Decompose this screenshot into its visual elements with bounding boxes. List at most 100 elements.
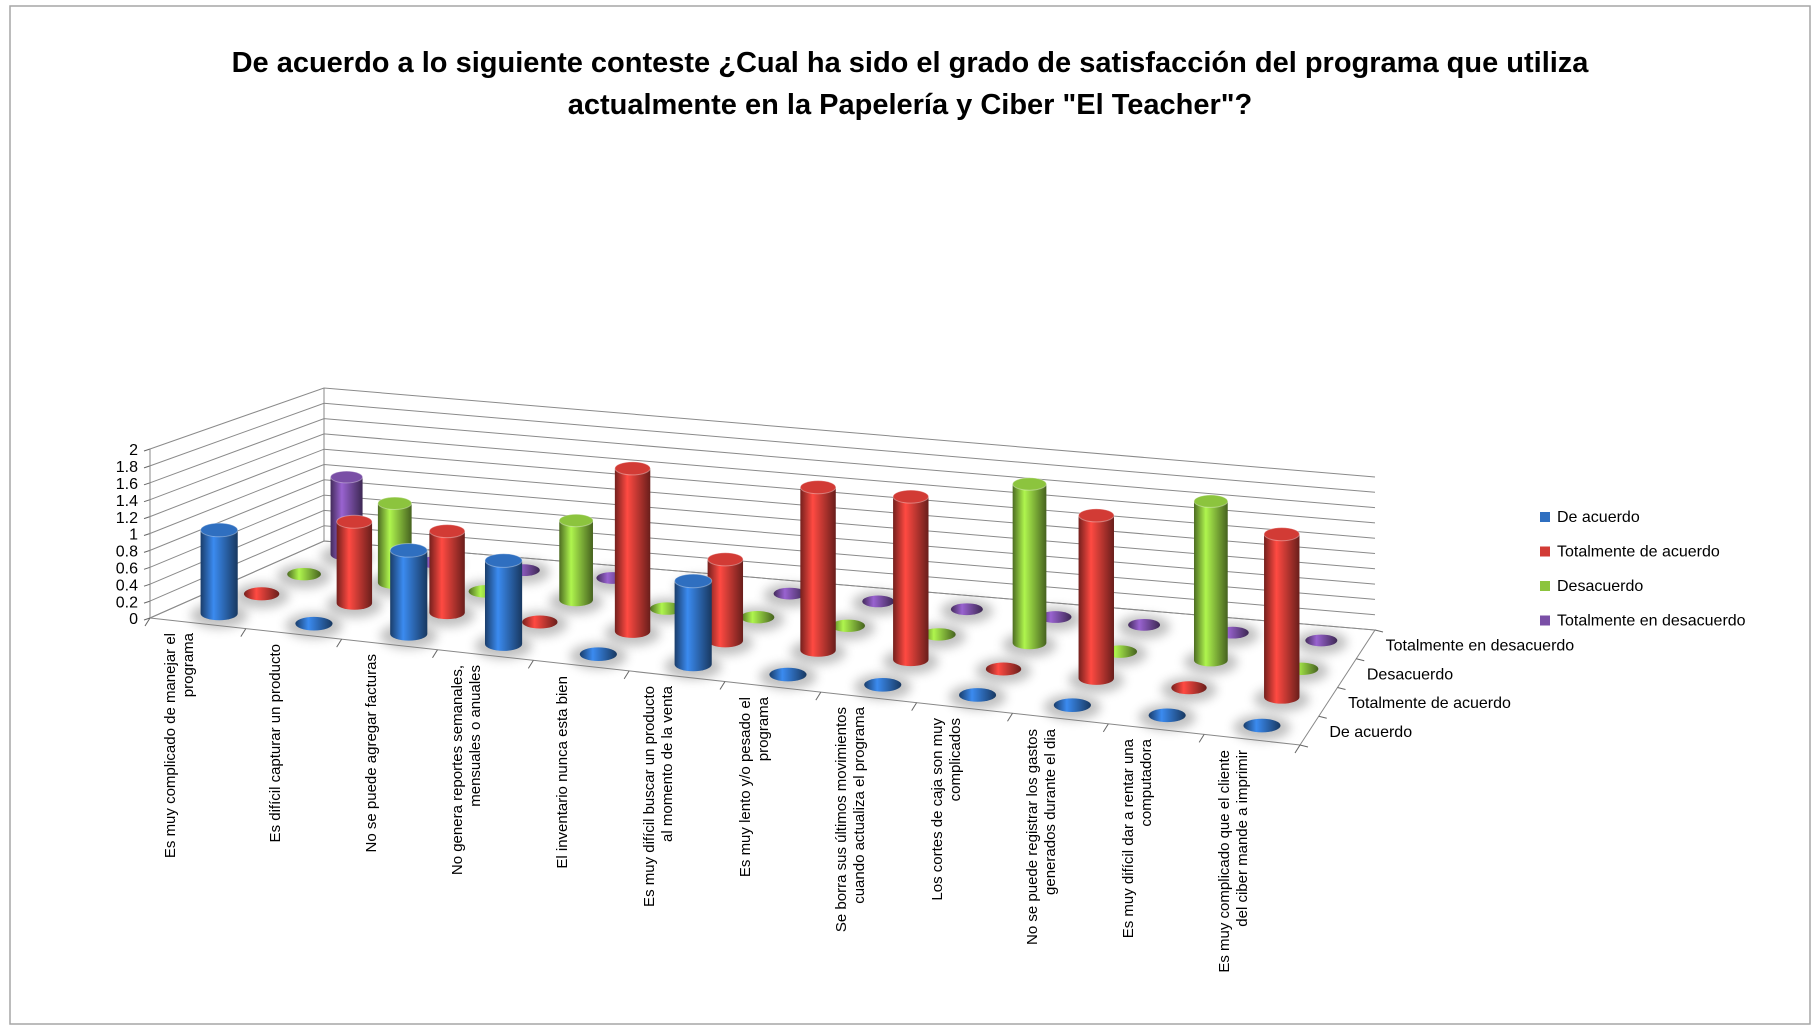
x-tick (623, 670, 630, 680)
y-tick-label: 2 (129, 442, 138, 459)
tick-mark (143, 566, 151, 570)
bar (277, 563, 331, 589)
bar-disc (769, 667, 807, 682)
bar (854, 673, 912, 700)
bar-body (1264, 534, 1300, 704)
x-tick (719, 681, 726, 690)
bar (1043, 694, 1101, 720)
bar-body (559, 520, 593, 607)
z-tick (1356, 658, 1365, 662)
bar-disc (921, 628, 956, 641)
bar-top (389, 543, 428, 558)
bar-disc (243, 587, 280, 601)
bar-top (428, 524, 466, 539)
z-tick (1337, 687, 1346, 690)
legend-swatch (1540, 546, 1550, 557)
bar-disc (295, 616, 333, 631)
bar (380, 543, 438, 649)
z-tick (1299, 744, 1309, 748)
bar-disc (985, 662, 1022, 676)
x-tick (432, 649, 438, 659)
legend-swatch (1540, 581, 1550, 591)
bar (1161, 677, 1217, 703)
bar (940, 599, 993, 624)
bar-top (1078, 508, 1115, 523)
bar (604, 461, 661, 646)
legend-label: Totalmente en desacuerdo (1557, 613, 1746, 630)
bar (285, 612, 343, 639)
bar (975, 658, 1032, 684)
bar (419, 524, 475, 628)
x-tick (1198, 734, 1205, 743)
bar-top (1012, 477, 1047, 491)
z-tick (1374, 629, 1384, 633)
x-tick-label: Es muy difícil buscar un producto al mom… (641, 686, 677, 908)
tick-mark (143, 516, 151, 520)
bar-disc (579, 647, 617, 662)
bar-disc (773, 587, 806, 600)
x-tick-label: No se puede agregar facturas (362, 654, 380, 853)
x-tick (144, 617, 151, 627)
tick-mark (143, 482, 151, 486)
x-tick (911, 702, 918, 711)
bar-body (707, 559, 744, 648)
y-tick-label: 1 (129, 527, 138, 544)
bar-body (674, 580, 712, 672)
bar-top (614, 461, 651, 476)
bar (1002, 477, 1057, 658)
x-tick-label: Se borra sus últimos movimientos cuando … (832, 707, 868, 933)
x-tick (815, 691, 822, 701)
legend-label: Desacuerdo (1557, 578, 1643, 595)
bar-disc (862, 595, 895, 608)
bar-disc (1243, 718, 1281, 733)
bar-body (336, 521, 373, 610)
legend-swatch (1540, 512, 1550, 522)
y-tick-label: 0.2 (116, 594, 138, 611)
x-tick-label: No genera reportes semanales, mensuales … (449, 665, 485, 876)
bar-top (200, 522, 239, 538)
bar (1295, 630, 1348, 655)
bar (759, 663, 817, 690)
bar (948, 684, 1007, 710)
bar-disc (1053, 698, 1091, 712)
bar (1233, 714, 1291, 741)
bar-top (377, 496, 413, 510)
bar-top (707, 552, 744, 567)
bar-disc (287, 567, 321, 581)
y-tick-label: 0.4 (116, 577, 138, 594)
bar (1118, 614, 1171, 639)
x-tick (1007, 712, 1013, 722)
y-tick-label: 1.6 (116, 476, 138, 493)
bar (664, 573, 722, 680)
chart-title: De acuerdo a lo siguiente conteste ¿Cual… (231, 47, 1589, 121)
legend-swatch (1540, 615, 1550, 626)
bar-top (558, 513, 594, 528)
bar-top (1263, 527, 1300, 542)
bar-disc (522, 615, 558, 629)
x-tick-label: Es muy complicado de manejar el programa (161, 633, 197, 859)
bar-body (200, 529, 238, 621)
bar (512, 611, 568, 637)
tick-mark (143, 600, 151, 604)
bar-top (336, 514, 373, 529)
bar-top (330, 470, 364, 484)
y-tick-label: 0 (129, 611, 138, 628)
bar-disc (1305, 634, 1338, 647)
x-tick (240, 628, 247, 637)
tick-mark (143, 617, 151, 621)
bar-disc (950, 603, 983, 616)
y-tick-label: 0.8 (116, 544, 138, 561)
bar (790, 480, 846, 665)
y-tick-label: 1.8 (116, 459, 138, 476)
tick-mark (143, 448, 151, 452)
bar (1138, 704, 1196, 731)
bar-disc (1128, 618, 1161, 631)
bar-disc (1148, 708, 1186, 723)
bar (326, 514, 383, 618)
bar-body (1012, 484, 1047, 650)
bar-body (893, 496, 929, 667)
x-tick (1294, 744, 1301, 754)
x-tick-label: No se puede registrar los gastos generad… (1024, 728, 1060, 945)
